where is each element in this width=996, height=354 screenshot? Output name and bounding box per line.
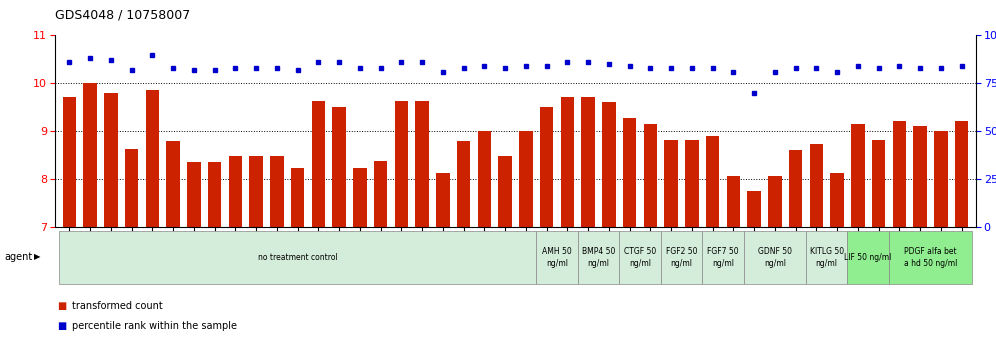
Bar [394,101,408,227]
Bar [498,156,512,227]
Text: BMP4 50
ng/ml: BMP4 50 ng/ml [582,247,616,268]
Text: transformed count: transformed count [72,301,162,311]
Bar [747,191,761,227]
Bar [913,126,927,227]
Bar [892,121,906,227]
Bar [789,150,803,227]
Bar [312,101,325,227]
Bar [540,107,554,227]
Bar [872,139,885,227]
Bar [561,97,574,227]
Bar [660,231,702,284]
Bar [806,231,848,284]
Bar [228,156,242,227]
Bar [519,131,533,227]
Bar [353,168,367,227]
Text: KITLG 50
ng/ml: KITLG 50 ng/ml [810,247,844,268]
Text: AMH 50
ng/ml: AMH 50 ng/ml [542,247,572,268]
Bar [620,231,660,284]
Bar [582,97,595,227]
Bar [63,97,76,227]
Text: ▶: ▶ [34,252,41,261]
Text: FGF2 50
ng/ml: FGF2 50 ng/ml [665,247,697,268]
Bar [59,231,536,284]
Bar [208,162,221,227]
Bar [702,231,744,284]
Text: ■: ■ [57,321,66,331]
Bar [934,131,947,227]
Bar [955,121,968,227]
Text: FGF7 50
ng/ml: FGF7 50 ng/ml [707,247,739,268]
Text: PDGF alfa bet
a hd 50 ng/ml: PDGF alfa bet a hd 50 ng/ml [903,247,957,268]
Text: agent: agent [4,252,32,262]
Bar [831,173,844,227]
Bar [84,83,97,227]
Bar [848,231,888,284]
Bar [187,162,200,227]
Bar [768,176,782,227]
Bar [706,136,719,227]
Bar [536,231,578,284]
Bar [744,231,806,284]
Bar [457,142,470,227]
Bar [415,101,429,227]
Bar [664,139,678,227]
Bar [249,156,263,227]
Text: no treatment control: no treatment control [258,253,338,262]
Text: ■: ■ [57,301,66,311]
Text: GDNF 50
ng/ml: GDNF 50 ng/ml [758,247,792,268]
Bar [477,131,491,227]
Text: percentile rank within the sample: percentile rank within the sample [72,321,237,331]
Bar [851,124,865,227]
Bar [291,168,305,227]
Bar [810,144,823,227]
Bar [643,124,657,227]
Text: GDS4048 / 10758007: GDS4048 / 10758007 [55,9,190,22]
Bar [436,173,449,227]
Text: CTGF 50
ng/ml: CTGF 50 ng/ml [623,247,656,268]
Bar [166,142,180,227]
Bar [333,107,346,227]
Bar [124,149,138,227]
Bar [622,118,636,227]
Bar [104,93,118,227]
Bar [726,176,740,227]
Bar [685,139,698,227]
Text: LIF 50 ng/ml: LIF 50 ng/ml [845,253,891,262]
Bar [270,156,284,227]
Bar [602,102,616,227]
Bar [145,90,159,227]
Bar [374,161,387,227]
Bar [578,231,620,284]
Bar [888,231,972,284]
